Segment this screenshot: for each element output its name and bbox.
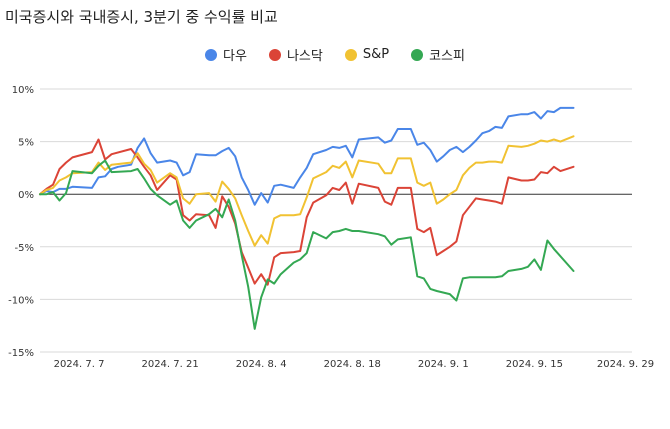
legend-item-3: 코스피 [411, 45, 465, 64]
y-tick-label: 0% [18, 190, 34, 201]
y-tick-label: 10% [12, 85, 34, 96]
y-tick-label: -10% [8, 295, 34, 306]
legend-swatch [268, 48, 281, 61]
x-tick-label: 2024. 9. 15 [506, 359, 563, 370]
legend-label: S&P [362, 47, 390, 62]
series-line-1 [39, 138, 575, 286]
x-tick-label: 2024. 9. 1 [418, 359, 469, 370]
legend-item-1: 나스닥 [268, 45, 323, 64]
legend-label: 코스피 [429, 49, 465, 64]
series-line-0 [39, 106, 575, 206]
x-tick-label: 2024. 7. 21 [141, 359, 198, 370]
legend-label: 다우 [223, 49, 247, 64]
legend-swatch [205, 48, 218, 61]
x-tick-label: 2024. 8. 18 [324, 359, 381, 370]
y-tick-label: -5% [15, 243, 34, 254]
legend-swatch [411, 48, 424, 61]
legend-item-2: S&P [344, 45, 390, 64]
series-line-3 [39, 159, 575, 330]
series-line-2 [39, 135, 575, 247]
chart-title: 미국증시와 국내증시, 3분기 중 수익률 비교 [5, 8, 278, 26]
legend-swatch [344, 48, 357, 61]
x-tick-label: 2024. 9. 29 [597, 359, 654, 370]
legend: 다우 나스닥 S&P 코스피 [0, 45, 670, 64]
y-tick-label: -15% [8, 348, 34, 359]
y-tick-label: 5% [18, 138, 34, 149]
x-tick-label: 2024. 7. 7 [54, 359, 105, 370]
x-tick-label: 2024. 8. 4 [236, 359, 287, 370]
legend-label: 나스닥 [286, 49, 323, 64]
legend-item-0: 다우 [205, 45, 247, 64]
